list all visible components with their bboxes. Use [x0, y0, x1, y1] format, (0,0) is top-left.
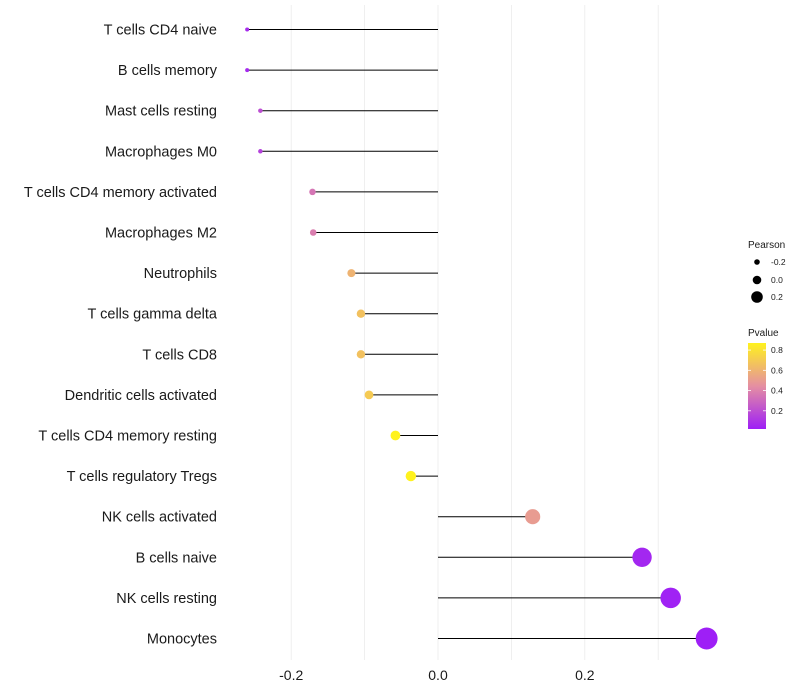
- lollipop-chart: T cells CD4 naive B cells memory Mast cell…: [0, 0, 800, 700]
- category-label: NK cells activated: [102, 510, 217, 526]
- category-label: T cells CD4 naive: [104, 23, 217, 39]
- size-legend-key: [751, 291, 763, 303]
- category-label: Macrophages M2: [105, 226, 217, 242]
- category-labels: T cells CD4 naive B cells memory Mast cell…: [24, 23, 218, 648]
- color-legend-label: 0.4: [771, 386, 783, 396]
- category-label: B cells memory: [118, 63, 218, 79]
- category-label: T cells gamma delta: [88, 307, 218, 323]
- lollipop-point: [365, 391, 374, 400]
- color-bar: [748, 343, 766, 429]
- lollipop-point: [258, 149, 263, 154]
- category-label: T cells CD4 memory resting: [38, 429, 217, 445]
- category-label: T cells CD8: [142, 347, 217, 363]
- category-label: Neutrophils: [144, 266, 217, 282]
- category-label: T cells regulatory Tregs: [67, 469, 217, 485]
- stems: [247, 30, 706, 639]
- x-tick-label: -0.2: [279, 667, 303, 683]
- lollipop-point: [391, 431, 401, 441]
- points: [245, 28, 717, 650]
- category-label: Macrophages M0: [105, 144, 217, 160]
- color-legend-label: 0.6: [771, 365, 783, 375]
- color-legend-label: 0.8: [771, 345, 783, 355]
- category-label: T cells CD4 memory activated: [24, 185, 217, 201]
- category-label: Monocytes: [147, 632, 217, 648]
- lollipop-point: [310, 229, 317, 236]
- lollipop-point: [357, 309, 365, 317]
- color-legend-label: 0.2: [771, 406, 783, 416]
- size-legend-key: [754, 259, 760, 265]
- lollipop-point: [347, 269, 355, 277]
- lollipop-point: [309, 189, 316, 196]
- category-label: NK cells resting: [116, 591, 217, 607]
- lollipop-point: [525, 509, 540, 524]
- size-legend-label: -0.2: [771, 257, 786, 267]
- lollipop-point: [258, 108, 263, 113]
- size-legend-label: 0.0: [771, 275, 783, 285]
- x-tick-label: 0.2: [575, 667, 595, 683]
- grid-layer: [291, 5, 658, 660]
- size-legend-title: Pearson: [748, 240, 785, 251]
- category-label: B cells naive: [136, 550, 217, 566]
- size-legend-label: 0.2: [771, 292, 783, 302]
- legend: Pearson -0.2 0.0 0.2 Pvalue 0.8 0.6 0.4 0.2: [748, 240, 786, 429]
- lollipop-point: [406, 471, 416, 481]
- x-tick-label: 0.0: [428, 667, 448, 683]
- category-label: Mast cells resting: [105, 104, 217, 120]
- lollipop-point: [245, 68, 249, 72]
- color-legend-title: Pvalue: [748, 328, 779, 339]
- lollipop-point: [660, 588, 681, 609]
- lollipop-point: [245, 28, 249, 32]
- x-axis-tick-labels: -0.2 0.0 0.2: [279, 667, 595, 683]
- lollipop-point: [632, 548, 651, 567]
- lollipop-point: [696, 628, 718, 650]
- lollipop-point: [357, 350, 365, 358]
- category-label: Dendritic cells activated: [65, 388, 217, 404]
- size-legend-key: [753, 276, 762, 285]
